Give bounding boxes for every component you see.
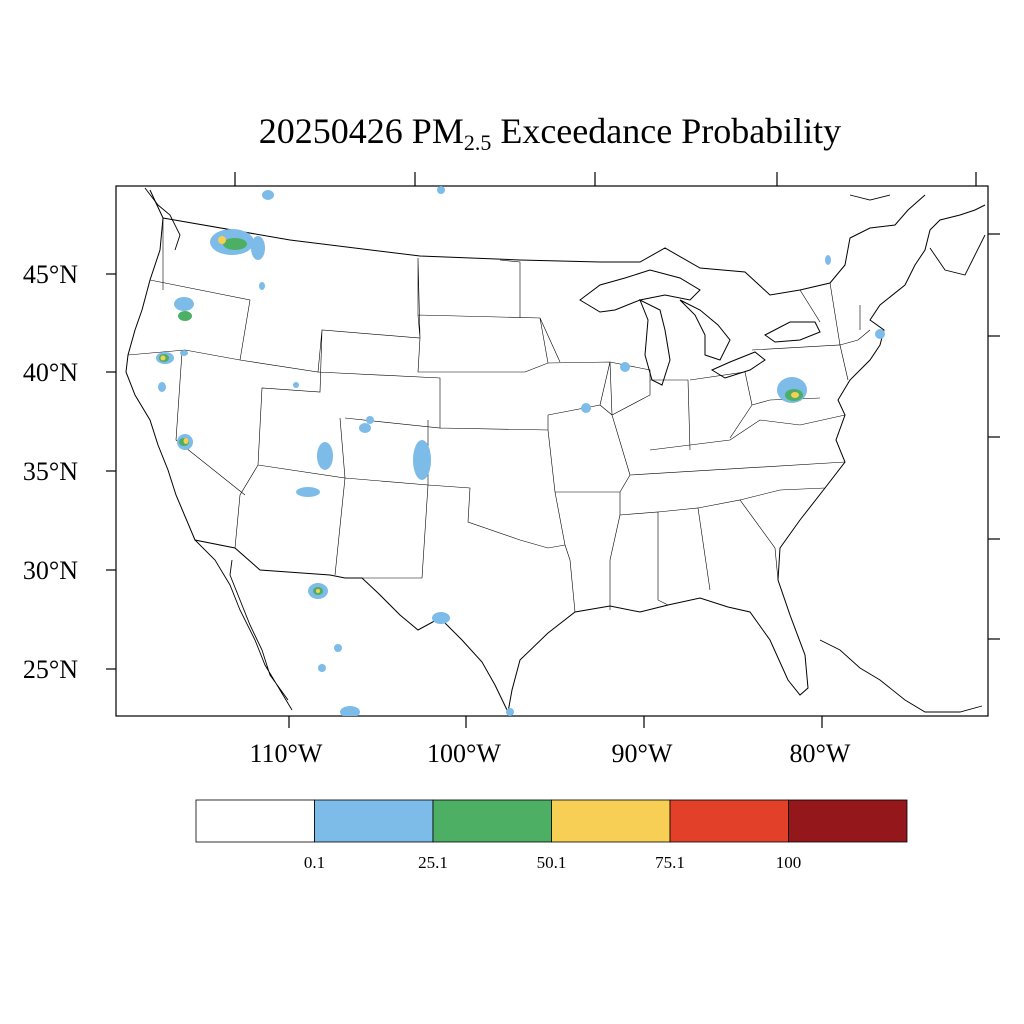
coast-detail [144,187,986,713]
colorbar-bin-2 [432,799,552,843]
lon-label-110w: 110°W [250,739,323,768]
lat-label-25: 25°N [23,655,78,684]
blob-n-california [156,350,188,392]
axis-ticks [106,172,1000,728]
blob-pennsylvania [777,377,807,403]
colorbar-label-4: 100 [776,853,802,872]
longitude-labels: 110°W 100°W 90°W 80°W [250,739,851,768]
blob-arizona [296,487,320,497]
lat-label-35: 35°N [23,457,78,486]
lat-label-30: 30°N [23,556,78,585]
map-frame [115,185,989,717]
title-subscript: 2.5 [463,130,492,155]
colorbar-label-2: 50.1 [537,853,567,872]
lat-label-40: 40°N [23,358,78,387]
colorbar-bin-1 [314,799,434,843]
map-title: 20250426 PM2.5 Exceedance Probability [0,110,1024,156]
blob-utah-colorado [293,382,431,480]
title-prefix: 20250426 PM [258,111,464,151]
colorbar-label-3: 75.1 [655,853,685,872]
blob-central-us [432,186,630,716]
lon-label-80w: 80°W [790,739,851,768]
latitude-labels: 45°N 40°N 35°N 30°N 25°N [23,260,78,684]
colorbar-bin-4 [669,799,789,843]
blob-chihuahua [308,583,360,716]
colorbar: 0.1 25.1 50.1 75.1 100 [195,799,908,872]
map-content [125,187,986,713]
colorbar-label-1: 25.1 [418,853,448,872]
colorbar-bin-5 [788,799,908,843]
colorbar-bin-3 [551,799,671,843]
blob-oregon [174,297,194,321]
state-borders [127,218,871,613]
blob-idaho-montana [210,190,274,290]
colorbar-label-0: 0.1 [304,853,325,872]
great-lakes [579,269,821,386]
blob-c-california [177,434,193,450]
lat-label-45: 45°N [23,260,78,289]
us-outline [125,189,986,713]
lon-label-90w: 90°W [612,739,673,768]
lon-label-100w: 100°W [427,739,501,768]
probability-overlay [156,186,885,716]
title-suffix: Exceedance Probability [491,111,842,151]
blob-new-england [825,255,885,339]
colorbar-bin-0 [195,799,315,843]
